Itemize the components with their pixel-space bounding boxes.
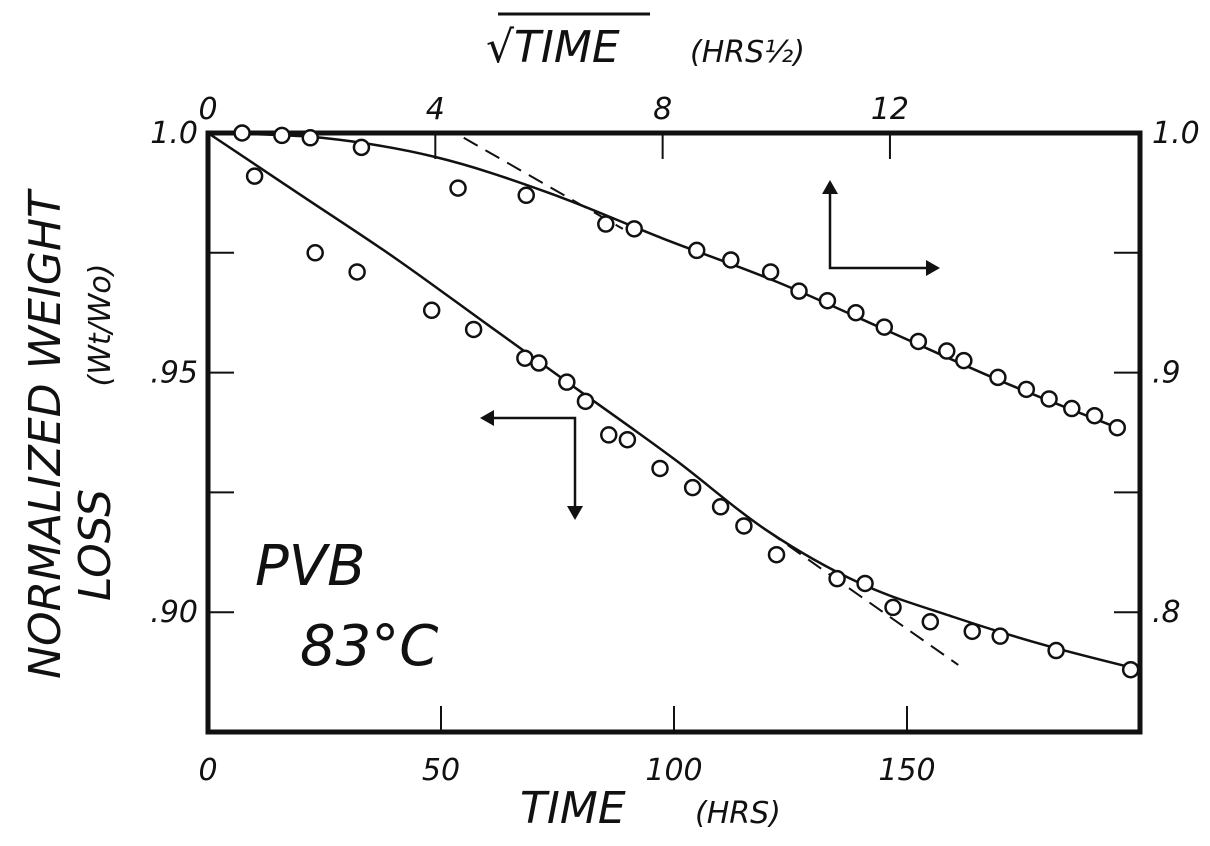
x-top-tick-label: 12 bbox=[871, 92, 909, 127]
y-left-tick-label: .90 bbox=[150, 595, 198, 630]
series-1-point bbox=[884, 598, 902, 617]
y-axis-title: NORMALIZED WEIGHT bbox=[20, 188, 71, 679]
x-axis-title: TIME bbox=[520, 783, 626, 834]
y-right-tick-label: 1.0 bbox=[1152, 116, 1200, 151]
series-2-fit-line bbox=[207, 131, 1118, 429]
series-2-point bbox=[273, 126, 291, 145]
series-2-point bbox=[233, 124, 251, 142]
y-left-tick-label: 1.0 bbox=[150, 116, 198, 151]
arrowhead-right bbox=[926, 260, 940, 276]
series-2-point bbox=[1063, 399, 1081, 418]
series-1-point bbox=[530, 354, 548, 372]
series-2-point bbox=[989, 368, 1007, 387]
series-1-point bbox=[856, 574, 874, 593]
y-axis-title-line2: LOSS bbox=[70, 489, 121, 601]
series-1-point bbox=[245, 167, 264, 185]
series-1-point bbox=[306, 244, 324, 262]
series-1-point bbox=[828, 569, 846, 588]
arrowhead-down bbox=[567, 506, 583, 520]
y-right-tick-label: .8 bbox=[1152, 595, 1181, 630]
series-1-fit-line bbox=[207, 131, 1141, 671]
series-2-point bbox=[875, 318, 894, 336]
x-bottom-tick-label: 0 bbox=[198, 753, 217, 788]
series-2-point bbox=[761, 263, 780, 281]
series-1-point bbox=[683, 478, 702, 497]
series-2-point bbox=[1040, 390, 1058, 408]
x-bottom-tick-label: 150 bbox=[878, 753, 935, 788]
series-1-point bbox=[1047, 641, 1065, 660]
y-right-tick-label: .9 bbox=[1152, 356, 1181, 391]
series-2-point bbox=[909, 332, 928, 351]
series-2-point bbox=[847, 303, 865, 322]
x-top-tick-label: 8 bbox=[653, 92, 672, 127]
series-1-point bbox=[600, 426, 618, 444]
y-axis-unit: (Wt/Wo) bbox=[83, 264, 118, 387]
series-2-point bbox=[1017, 380, 1036, 399]
series-1-point bbox=[963, 622, 981, 641]
series-1-point bbox=[711, 498, 730, 516]
arrowhead-left bbox=[480, 410, 494, 426]
bottom-left-axes-arrow-line bbox=[485, 416, 577, 515]
labels: TIME (HRS) √TIME (HRS½) NORMALIZED WEIGH… bbox=[20, 12, 805, 834]
top-axis-title: √TIME bbox=[486, 22, 620, 73]
series-2-point bbox=[955, 351, 973, 370]
x-bottom-tick-label: 50 bbox=[422, 753, 460, 788]
material-label: PVB bbox=[255, 534, 366, 599]
top-right-axes-arrow-line bbox=[828, 185, 935, 270]
series-2-point bbox=[597, 215, 615, 233]
series-1-point bbox=[422, 301, 441, 320]
series-2-point bbox=[687, 241, 706, 260]
x-top-tick-label: 4 bbox=[426, 92, 445, 127]
series-axis-arrows bbox=[480, 180, 940, 520]
series-2-point bbox=[722, 251, 740, 269]
series-2-point bbox=[301, 129, 320, 147]
series-2-point bbox=[790, 282, 808, 300]
series-2-point bbox=[1085, 406, 1104, 425]
series-2-point bbox=[1108, 418, 1127, 437]
series-2-point bbox=[352, 138, 371, 157]
series-1-point bbox=[558, 373, 576, 391]
series-1-point bbox=[348, 263, 366, 281]
series-2-point bbox=[517, 186, 535, 205]
series-1-point bbox=[651, 459, 669, 478]
series-1-point bbox=[576, 392, 595, 411]
temperature-label: 83°C bbox=[300, 614, 438, 679]
series-2-point bbox=[625, 220, 643, 238]
series-1-point bbox=[921, 613, 940, 631]
ticks: 0 50 100 150 0 4 8 12 .90 .95 1.0 .8 .9 1.0 bbox=[150, 92, 1199, 788]
top-axis-unit: (HRS½) bbox=[690, 35, 805, 70]
series-1-point bbox=[464, 320, 483, 339]
series-2-point bbox=[818, 291, 837, 310]
series-1-point bbox=[991, 627, 1009, 645]
arrowhead-up bbox=[822, 180, 838, 194]
series-2-point bbox=[449, 179, 467, 197]
series-1-dashed-asymptote bbox=[766, 529, 959, 666]
series-1-point bbox=[767, 545, 786, 564]
y-left-tick-label: .95 bbox=[150, 356, 198, 391]
series-1-point bbox=[735, 517, 753, 535]
x-axis-unit: (HRS) bbox=[695, 796, 781, 831]
x-bottom-tick-label: 100 bbox=[645, 753, 702, 788]
series-1-point bbox=[1121, 660, 1140, 679]
data-points bbox=[233, 124, 1140, 679]
series-2-dashed-asymptote bbox=[463, 136, 624, 230]
x-top-tick-label: 0 bbox=[198, 92, 217, 127]
series-1-point bbox=[618, 430, 637, 449]
series-2-point bbox=[938, 342, 956, 360]
